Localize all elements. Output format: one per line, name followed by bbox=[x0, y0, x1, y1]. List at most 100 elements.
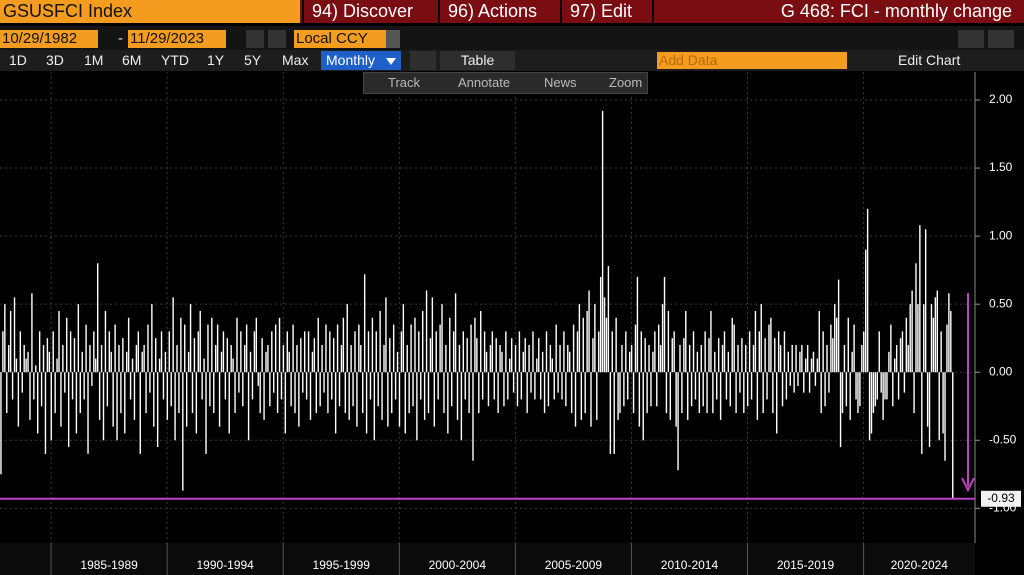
menu[interactable]: 94) Discover bbox=[302, 0, 436, 23]
bar bbox=[50, 372, 52, 441]
bar bbox=[671, 338, 673, 373]
table-button[interactable]: Table bbox=[440, 51, 515, 70]
bar bbox=[789, 372, 791, 386]
bar bbox=[418, 331, 420, 373]
bar bbox=[652, 351, 654, 373]
bar bbox=[487, 372, 490, 407]
bar bbox=[462, 331, 465, 373]
bar bbox=[356, 372, 358, 427]
bar bbox=[338, 372, 341, 407]
tool-button[interactable]: Zoom bbox=[609, 75, 643, 90]
bar bbox=[35, 365, 37, 373]
currency[interactable]: Local CCY bbox=[294, 30, 386, 48]
bar bbox=[164, 351, 167, 373]
bar bbox=[25, 358, 27, 373]
bar bbox=[528, 344, 530, 373]
bar bbox=[431, 297, 434, 373]
bar bbox=[358, 324, 360, 373]
redo-button[interactable] bbox=[988, 30, 1014, 48]
frequency[interactable]: Monthly bbox=[321, 51, 401, 70]
bar bbox=[476, 338, 478, 373]
bar bbox=[170, 372, 172, 407]
bar bbox=[416, 372, 418, 441]
period-button[interactable]: 6M bbox=[122, 52, 142, 68]
bar bbox=[445, 344, 447, 373]
bar bbox=[176, 344, 178, 373]
bar bbox=[247, 372, 250, 441]
security[interactable]: GSUSFCI Index bbox=[0, 0, 300, 23]
bar bbox=[321, 344, 323, 373]
bar bbox=[774, 338, 776, 373]
bar bbox=[576, 331, 579, 373]
bar bbox=[228, 372, 230, 434]
last-value-box bbox=[981, 490, 1021, 507]
bar bbox=[797, 372, 799, 386]
bar bbox=[456, 372, 459, 420]
bar bbox=[586, 310, 588, 373]
bar bbox=[71, 372, 74, 400]
period-button[interactable]: YTD bbox=[161, 52, 189, 68]
bar bbox=[168, 331, 170, 373]
add-data[interactable]: Add Data bbox=[657, 52, 847, 69]
bar bbox=[669, 372, 672, 420]
bar bbox=[928, 372, 931, 448]
bar bbox=[690, 372, 693, 407]
chart-type-button[interactable] bbox=[410, 51, 436, 70]
bar bbox=[640, 331, 642, 373]
bar bbox=[816, 358, 819, 373]
bar bbox=[187, 351, 190, 373]
menu[interactable]: 96) Actions bbox=[438, 0, 558, 23]
bar bbox=[826, 344, 828, 373]
bar bbox=[534, 372, 536, 400]
bar bbox=[205, 372, 207, 454]
tool-button[interactable]: News bbox=[544, 75, 577, 90]
period-button[interactable]: 1Y bbox=[207, 52, 225, 68]
bar bbox=[81, 351, 83, 373]
bar bbox=[360, 344, 362, 373]
undo-button[interactable] bbox=[958, 30, 984, 48]
tool-button[interactable]: Track bbox=[388, 75, 421, 90]
bar bbox=[706, 372, 708, 414]
bar bbox=[570, 372, 573, 414]
bar bbox=[137, 331, 140, 373]
bar bbox=[255, 317, 258, 373]
bar bbox=[768, 324, 770, 373]
bar bbox=[257, 372, 259, 386]
x-tick-label: 1985-1989 bbox=[80, 558, 138, 572]
period-button[interactable]: 5Y bbox=[244, 52, 262, 68]
bar bbox=[555, 324, 557, 373]
bar bbox=[530, 372, 532, 393]
end-date[interactable]: 11/29/2023 bbox=[128, 30, 226, 48]
bar bbox=[619, 372, 621, 414]
currency-dropdown[interactable] bbox=[386, 30, 400, 48]
bar bbox=[874, 372, 877, 407]
period-button[interactable]: 1D bbox=[9, 52, 27, 68]
bar bbox=[685, 310, 687, 373]
period-button[interactable]: Max bbox=[282, 52, 309, 68]
bar bbox=[79, 372, 81, 414]
bar bbox=[427, 372, 430, 414]
bar bbox=[288, 351, 290, 373]
tool-button[interactable]: Annotate bbox=[458, 75, 511, 90]
bar bbox=[371, 317, 374, 373]
bar bbox=[872, 372, 875, 414]
bar bbox=[667, 310, 670, 373]
period-button[interactable]: 1M bbox=[84, 52, 104, 68]
bar bbox=[348, 372, 350, 420]
period-button[interactable]: 3D bbox=[46, 52, 64, 68]
bar bbox=[323, 372, 325, 393]
bar bbox=[6, 372, 8, 414]
next-button[interactable] bbox=[268, 30, 286, 48]
start-date[interactable]: 10/29/1982 bbox=[0, 30, 98, 48]
bar bbox=[220, 351, 223, 373]
bar bbox=[582, 317, 584, 373]
bar bbox=[675, 372, 677, 427]
bar bbox=[126, 351, 128, 373]
edit-chart[interactable]: Edit Chart bbox=[898, 52, 961, 68]
bar bbox=[394, 372, 397, 400]
menu[interactable]: 97) Edit bbox=[560, 0, 650, 23]
last-value-label: -0.93 bbox=[987, 491, 1015, 505]
bar bbox=[207, 324, 209, 373]
bar bbox=[286, 331, 288, 373]
prev-button[interactable] bbox=[246, 30, 264, 48]
